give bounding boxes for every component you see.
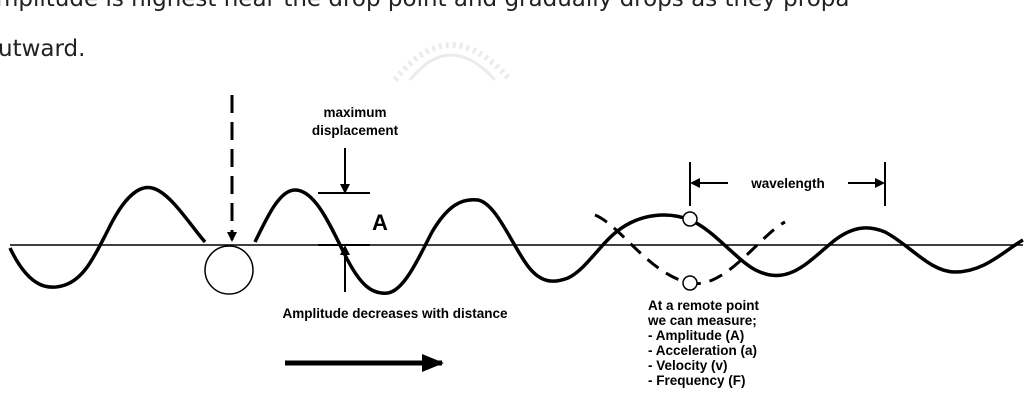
wave <box>253 188 1024 295</box>
text-line: utward. <box>0 36 86 62</box>
label: maximum <box>323 105 386 120</box>
text-line: mplitude is highest near the drop point … <box>0 0 849 12</box>
measure-note: At a remote point we can measure; - Ampl… <box>647 298 760 388</box>
label: - Frequency (F) <box>648 373 746 388</box>
wave <box>8 185 207 289</box>
label: we can measure; <box>647 313 757 328</box>
label: Amplitude decreases with distance <box>282 306 508 321</box>
label: - Amplitude (A) <box>648 328 744 343</box>
label: wavelength <box>750 176 825 191</box>
label: - Velocity (v) <box>648 358 728 373</box>
watermark <box>392 42 513 82</box>
point <box>682 211 698 227</box>
label: At a remote point <box>648 298 760 313</box>
label: displacement <box>312 123 399 138</box>
label: A <box>372 210 388 235</box>
label: - Acceleration (a) <box>648 343 757 358</box>
drop <box>204 245 254 295</box>
point <box>682 275 698 291</box>
